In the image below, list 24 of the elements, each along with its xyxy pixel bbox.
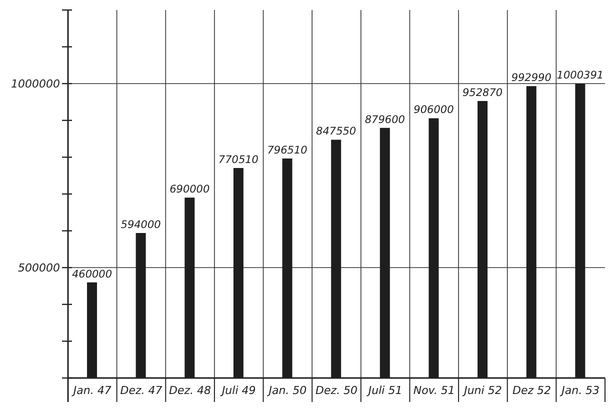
x-tick-label: Dez. 50 [315,384,358,397]
x-tick-label: Dez 52 [512,384,552,397]
x-tick-label: Juni 52 [462,384,502,397]
x-tick-label: Juli 49 [220,384,256,397]
data-label: 906000 [414,104,454,116]
data-label: 1000391 [556,69,604,82]
y-tick-label: 500000 [18,262,60,275]
data-label: 460000 [72,268,112,280]
x-tick-label: Dez. 47 [120,384,162,397]
x-tick-label: Juli 51 [366,384,402,397]
x-tick-label: Jan. 47 [71,384,112,397]
y-tick-label: 1000000 [11,78,60,91]
data-label: 879600 [364,114,406,126]
data-label: 847550 [316,126,356,138]
data-label: 992990 [511,72,552,84]
x-tick-label: Jan. 53 [560,384,600,397]
data-label: 796510 [267,144,308,156]
x-tick-label: Dez. 48 [169,384,212,397]
data-label: 690000 [170,184,210,196]
data-label: 770510 [218,154,259,166]
data-label: 952870 [462,86,503,99]
x-tick-label: Jan. 50 [266,384,307,397]
x-tick-label: Nov. 51 [413,384,455,397]
data-label: 594000 [120,219,162,232]
